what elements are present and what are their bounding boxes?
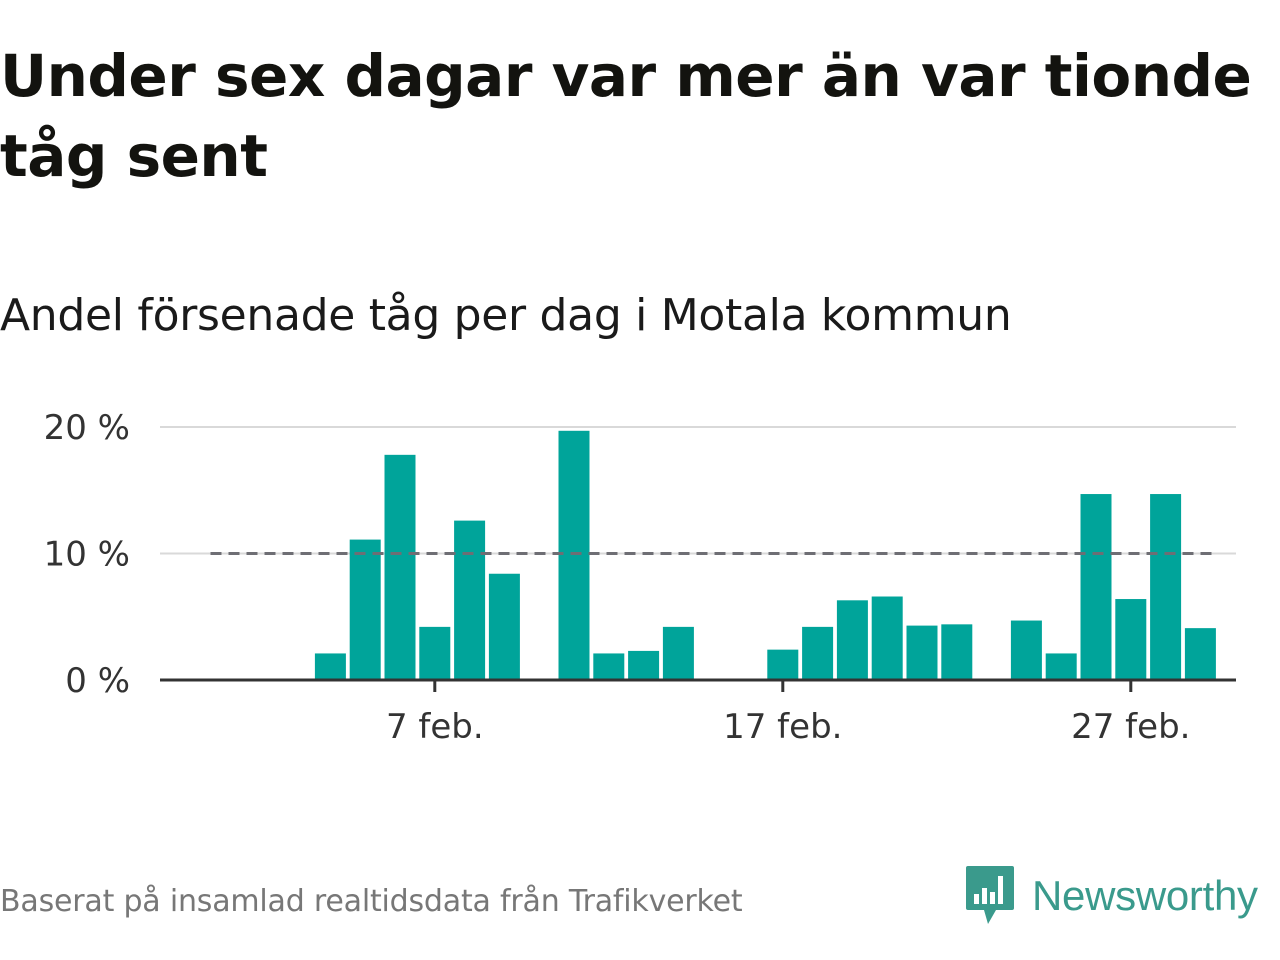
bar xyxy=(384,454,416,680)
bar xyxy=(488,573,520,680)
x-tick-label: 27 feb. xyxy=(1071,707,1190,747)
bar xyxy=(767,649,799,680)
chart-title: Under sex dagar var mer än var tionde tå… xyxy=(0,42,1252,190)
gridlines xyxy=(160,426,1236,555)
bar xyxy=(1045,653,1077,680)
bar xyxy=(836,600,868,680)
bar xyxy=(802,626,834,680)
brand-name: Newsworthy xyxy=(1032,872,1258,919)
y-axis-labels: 0 % 10 % 20 % xyxy=(44,408,130,701)
bar-chart: 0 % 10 % 20 % 7 feb. 17 feb. 27 feb. xyxy=(44,408,1236,747)
bar xyxy=(558,430,590,680)
x-tick-label: 17 feb. xyxy=(723,707,842,747)
bar xyxy=(1184,628,1216,680)
bar xyxy=(662,626,694,680)
chart-subtitle: Andel försenade tåg per dag i Motala kom… xyxy=(0,290,1012,341)
bar xyxy=(1115,599,1147,680)
bar xyxy=(419,626,451,680)
bar xyxy=(593,653,625,680)
source-note: Baserat på insamlad realtidsdata från Tr… xyxy=(0,884,743,919)
bar xyxy=(1150,494,1182,680)
bar xyxy=(906,625,938,680)
bar xyxy=(941,624,973,680)
bar xyxy=(349,539,381,680)
bar xyxy=(628,650,660,680)
x-tick-label: 7 feb. xyxy=(386,707,484,747)
brand: Newsworthy xyxy=(964,864,1258,928)
y-tick-label: 10 % xyxy=(44,535,130,575)
bar xyxy=(871,596,903,680)
bar xyxy=(454,520,486,680)
bars xyxy=(314,430,1216,680)
bar xyxy=(1080,494,1112,680)
y-tick-label: 20 % xyxy=(44,408,130,448)
bar xyxy=(314,653,346,680)
bar xyxy=(1010,620,1042,680)
newsworthy-logo-icon xyxy=(966,866,1014,924)
x-axis xyxy=(160,678,1236,692)
y-tick-label: 0 % xyxy=(65,661,130,701)
x-axis-labels: 7 feb. 17 feb. 27 feb. xyxy=(386,707,1191,747)
